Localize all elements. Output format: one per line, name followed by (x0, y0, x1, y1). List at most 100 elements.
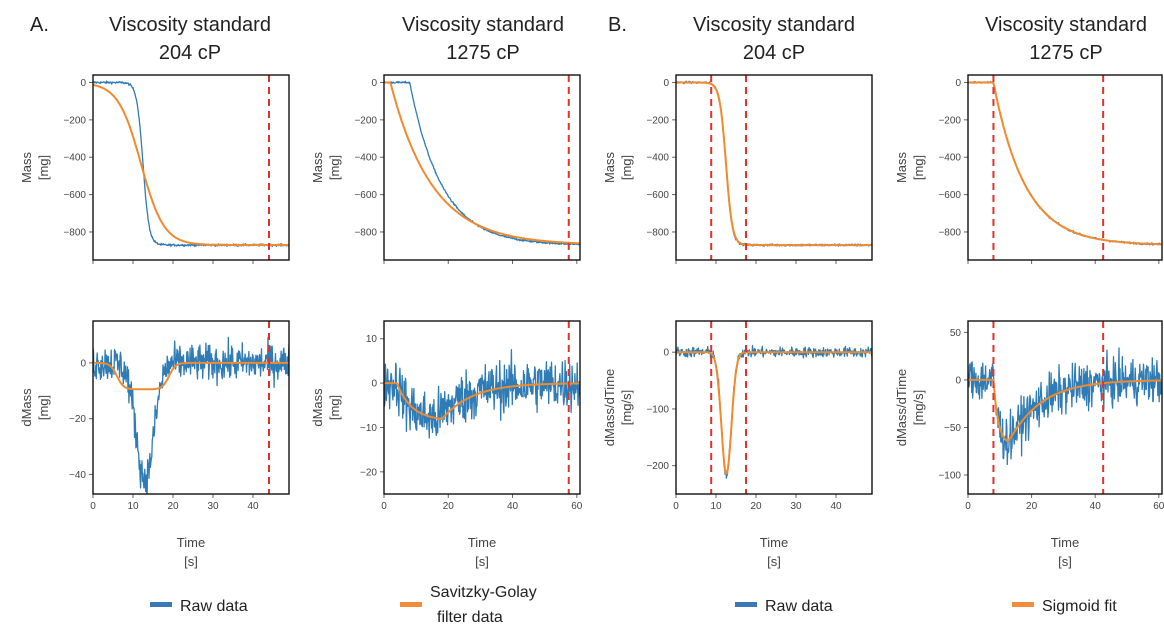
y-axis-unit: [mg] (327, 155, 342, 180)
series-raw-line (384, 80, 580, 246)
y-axis-unit: [mg] (911, 155, 926, 180)
y-tick-label: −200 (646, 115, 669, 126)
x-axis-unit: [s] (1058, 554, 1072, 569)
y-tick-label: −10 (360, 423, 377, 434)
plot-area (676, 80, 872, 247)
legend-label: Sigmoid fit (1042, 598, 1117, 615)
legend-swatch (735, 602, 757, 607)
series-raw-line (968, 347, 1162, 466)
series-raw-line (93, 80, 289, 248)
x-axis-unit: [s] (767, 554, 781, 569)
series-fit-line (384, 81, 580, 245)
x-axis-title: Time (468, 535, 496, 550)
column-title-line2: 204 cP (159, 42, 221, 64)
column-title-line2: 1275 cP (1029, 42, 1102, 64)
y-tick-label: −200 (646, 461, 669, 472)
x-tick-label: 0 (90, 501, 96, 512)
plot-area (93, 80, 289, 248)
y-tick-label: −20 (69, 414, 86, 425)
series-fit-line (968, 378, 1162, 443)
series-fit-line (93, 361, 289, 391)
series-fit-line (676, 81, 872, 247)
x-axis-title: Time (1051, 535, 1079, 550)
legend-item: Sigmoid fit (1012, 598, 1117, 615)
y-axis-unit: [mg] (327, 395, 342, 420)
legend-label: Raw data (180, 598, 248, 615)
chart-B-204-dmass: 0 −100 −200 0 10 20 30 40 dMass/dTime [mg/s] Time [… (602, 320, 873, 569)
plot-frame (967, 74, 1163, 261)
plot-frame (675, 74, 873, 261)
legend-swatch (1012, 602, 1034, 607)
x-tick-label: 40 (830, 501, 842, 512)
chart-A-1275-dmass: 10 0 −10 −20 0 20 40 60 dMass [mg] Time [s] (310, 320, 583, 569)
x-tick-label: 0 (965, 501, 971, 512)
series-fit-line (676, 351, 872, 475)
chart-A-1275-mass: 0 −200 −400 −600 −800 Mass [mg] (310, 74, 581, 264)
legend-swatch (150, 602, 172, 607)
y-tick-label: 0 (80, 358, 86, 369)
x-tick-label: 30 (790, 501, 802, 512)
column-title-line1: Viscosity standard (985, 14, 1147, 36)
y-axis-title: dMass (310, 388, 325, 427)
y-tick-label: 0 (955, 375, 961, 386)
chart-B-1275-dmass: 50 0 −50 −100 0 20 40 60 dMass/dTime [mg/s] Time [s… (894, 320, 1164, 569)
series-raw-line (384, 349, 580, 439)
plot-area (968, 80, 1162, 246)
plot-area (93, 336, 289, 494)
y-tick-label: −600 (646, 190, 669, 201)
y-tick-label: −800 (646, 227, 669, 238)
y-tick-label: −40 (69, 470, 86, 481)
y-axis-title: dMass/dTime (894, 369, 909, 447)
x-tick-label: 40 (507, 501, 519, 512)
plot-area (676, 344, 872, 479)
x-axis-title: Time (760, 535, 788, 550)
legend-item: Savitzky-Golay filter data (400, 584, 537, 626)
legend-label: Raw data (765, 598, 833, 615)
y-axis-title: Mass (19, 151, 34, 183)
y-tick-label: −800 (63, 227, 86, 238)
x-tick-label: 60 (1153, 501, 1164, 512)
y-tick-label: 10 (366, 334, 378, 345)
y-tick-label: −50 (944, 423, 961, 434)
y-tick-label: −400 (354, 153, 377, 164)
chart-A-204-mass: 0 −200 −400 −600 −800 Mass [mg] (19, 74, 290, 264)
column-title-line1: Viscosity standard (402, 14, 564, 36)
panel-label-a: A. (30, 14, 49, 36)
x-axis-unit: [s] (184, 554, 198, 569)
legend-label-line2: filter data (437, 609, 503, 626)
y-axis-title: Mass (310, 151, 325, 183)
y-tick-label: −100 (646, 404, 669, 415)
plot-frame (967, 320, 1163, 495)
series-raw-line (93, 336, 289, 494)
panel-label-b: B. (608, 14, 627, 36)
x-tick-label: 30 (207, 501, 219, 512)
series-raw-line (676, 80, 872, 247)
x-tick-label: 10 (127, 501, 139, 512)
y-axis-title: dMass/dTime (602, 369, 617, 447)
y-tick-label: 0 (371, 78, 377, 89)
y-axis-unit: [mg] (36, 395, 51, 420)
chart-B-204-mass: 0 −200 −400 −600 −800 Mass [mg] (602, 74, 873, 264)
column-title-line1: Viscosity standard (693, 14, 855, 36)
plot-area (384, 80, 580, 246)
y-tick-label: −600 (938, 190, 961, 201)
plot-frame (383, 320, 581, 495)
column-title-line2: 1275 cP (446, 42, 519, 64)
y-axis-title: dMass (19, 388, 34, 427)
legend-swatch (400, 602, 422, 607)
series-fit-line (384, 382, 580, 420)
y-tick-label: −600 (354, 190, 377, 201)
chart-B-1275-mass: 0 −200 −400 −600 −800 Mass [mg] (894, 74, 1163, 264)
series-raw-line (676, 344, 872, 479)
y-tick-label: −400 (646, 153, 669, 164)
y-tick-label: −600 (63, 190, 86, 201)
legend-label-line1: Savitzky-Golay (430, 584, 537, 601)
x-tick-label: 10 (710, 501, 722, 512)
y-axis-title: Mass (894, 151, 909, 183)
y-axis-unit: [mg/s] (911, 390, 926, 425)
plot-frame (383, 74, 581, 261)
y-axis-unit: [mg] (619, 155, 634, 180)
y-axis-unit: [mg] (36, 155, 51, 180)
plot-frame (675, 320, 873, 495)
